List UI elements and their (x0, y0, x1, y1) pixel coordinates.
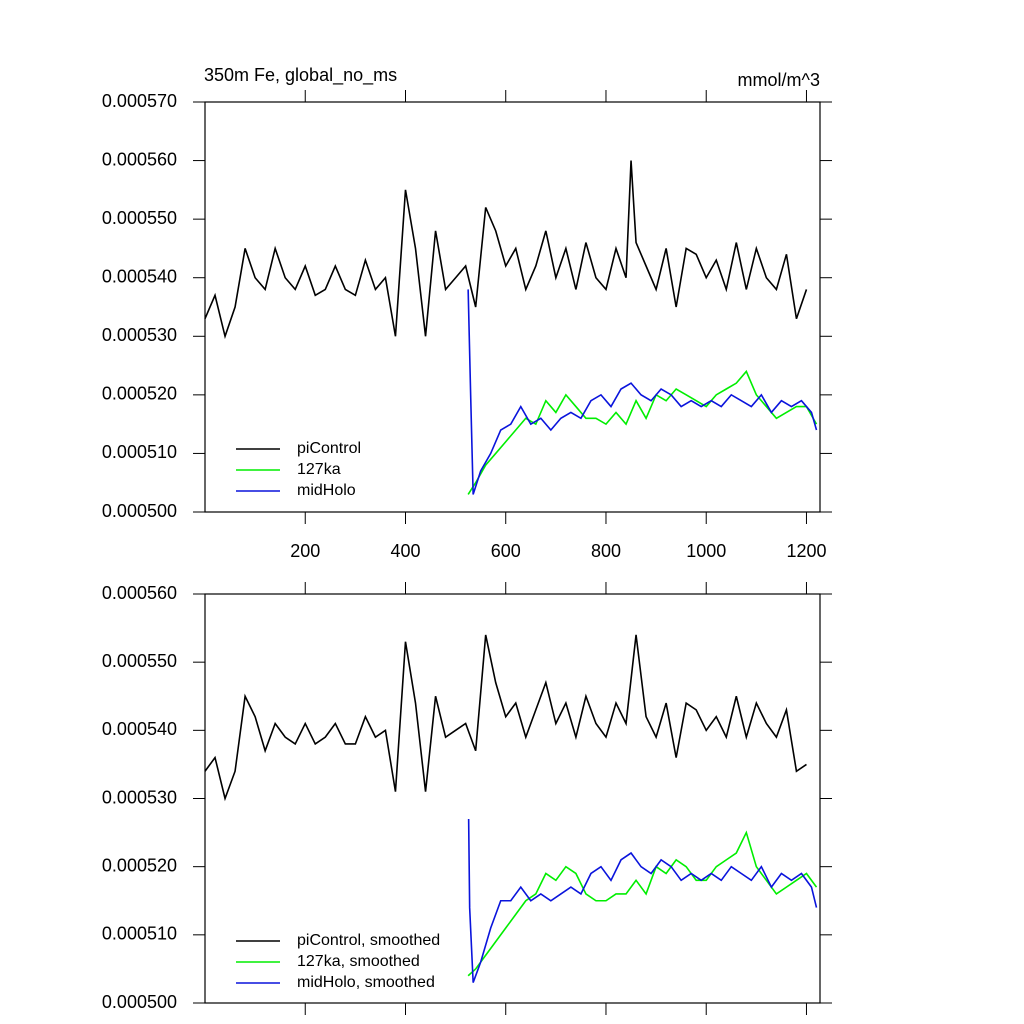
x-tick-label: 1000 (686, 541, 726, 561)
y-tick-label: 0.000510 (102, 924, 177, 944)
legend-label: 127ka, smoothed (297, 953, 420, 970)
data-line (467, 289, 818, 495)
y-tick-label: 0.000500 (102, 501, 177, 521)
plot-frame (204, 101, 821, 513)
y-tick-label: 0.000570 (102, 91, 177, 111)
y-tick-label: 0.000500 (102, 992, 177, 1012)
chart-title: 350m Fe, global_no_ms (204, 65, 397, 86)
data-line (204, 160, 808, 340)
y-tick-label: 0.000530 (102, 325, 177, 345)
legend-label: piControl, smoothed (297, 932, 440, 949)
legend-label: piControl (297, 440, 361, 457)
legend-label: 127ka (297, 461, 341, 478)
units-label: mmol/m^3 (738, 70, 820, 90)
y-tick-label: 0.000510 (102, 442, 177, 462)
x-tick-label: 800 (591, 541, 621, 561)
y-tick-label: 0.000520 (102, 855, 177, 875)
y-tick-label: 0.000550 (102, 651, 177, 671)
data-line (204, 634, 807, 802)
y-tick-label: 0.000540 (102, 266, 177, 286)
data-line (467, 818, 818, 983)
x-tick-label: 200 (290, 541, 320, 561)
y-tick-label: 0.000520 (102, 384, 177, 404)
legend-label: midHolo, smoothed (297, 974, 435, 991)
y-tick-label: 0.000530 (102, 787, 177, 807)
x-tick-label: 1200 (786, 541, 826, 561)
y-tick-label: 0.000560 (102, 583, 177, 603)
x-tick-label: 600 (491, 541, 521, 561)
legend-label: midHolo (297, 482, 356, 499)
y-tick-label: 0.000550 (102, 208, 177, 228)
data-line (467, 369, 818, 495)
x-tick-label: 400 (390, 541, 420, 561)
y-tick-label: 0.000540 (102, 719, 177, 739)
data-line (467, 830, 818, 977)
y-tick-label: 0.000560 (102, 149, 177, 169)
